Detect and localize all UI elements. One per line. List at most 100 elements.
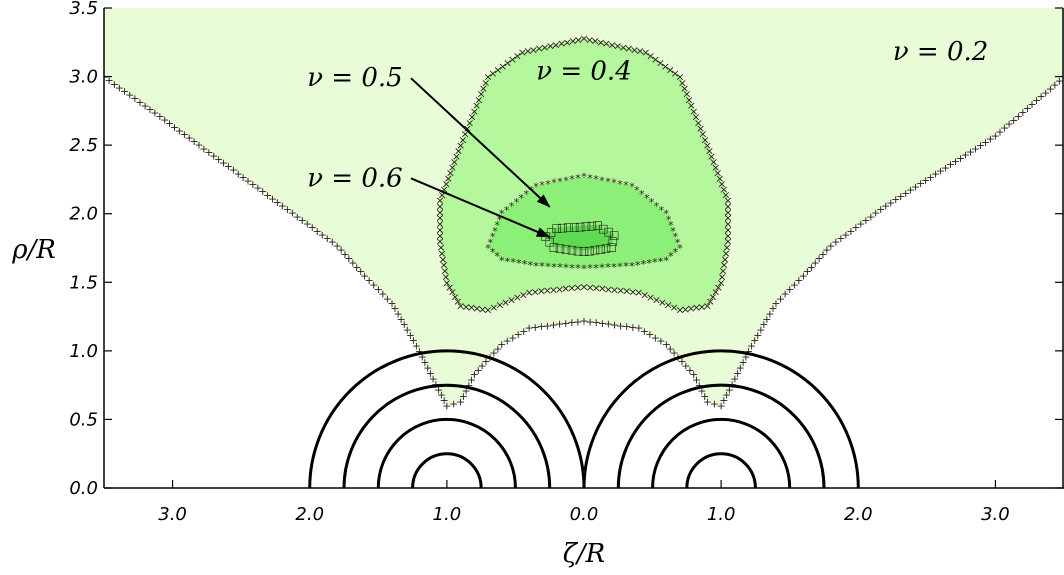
- boundary-marker: +: [115, 81, 124, 94]
- boundary-marker: +: [340, 248, 349, 261]
- boundary-marker: +: [730, 372, 739, 385]
- boundary-marker: ×: [619, 41, 628, 54]
- boundary-marker: +: [140, 99, 149, 112]
- boundary-marker: *: [569, 262, 575, 275]
- boundary-marker: +: [374, 283, 383, 296]
- boundary-marker: +: [219, 157, 228, 170]
- boundary-marker: +: [1046, 82, 1055, 95]
- boundary-marker: *: [539, 179, 545, 192]
- boundary-marker: +: [1032, 94, 1041, 107]
- boundary-marker: ×: [524, 286, 533, 299]
- boundary-marker: ×: [694, 116, 703, 129]
- boundary-marker: ×: [537, 285, 546, 298]
- x-tick-label: 1.0: [433, 504, 462, 525]
- boundary-marker: ×: [573, 281, 582, 294]
- boundary-marker: *: [623, 260, 629, 273]
- boundary-marker: +: [610, 319, 619, 332]
- boundary-marker: +: [459, 390, 468, 403]
- boundary-marker: ×: [675, 71, 684, 84]
- boundary-marker: +: [514, 328, 523, 341]
- boundary-marker: ×: [613, 40, 622, 53]
- boundary-marker: ×: [723, 206, 732, 219]
- boundary-marker: +: [170, 121, 179, 134]
- region-0-5: [488, 176, 680, 269]
- boundary-marker: +: [780, 288, 789, 301]
- boundary-marker: +: [313, 225, 322, 238]
- boundary-marker: +: [434, 383, 443, 396]
- annotation-0-4: ν = 0.4: [536, 56, 631, 86]
- boundary-marker: ×: [616, 284, 625, 297]
- boundary-marker: +: [926, 171, 935, 184]
- boundary-marker: +: [369, 279, 378, 292]
- boundary-marker: *: [659, 204, 665, 217]
- boundary-marker: *: [563, 262, 569, 275]
- boundary-marker: ×: [435, 235, 444, 248]
- axes: 0.0 0.5 1.0 1.5 2.0 2.5 3.0 3.5 3.0 2.0 1.0 0.0 1.0 2…: [69, 0, 1064, 525]
- boundary-marker: +: [831, 236, 840, 249]
- boundary-marker: *: [658, 255, 664, 268]
- boundary-marker: ×: [436, 241, 445, 254]
- boundary-marker: +: [738, 356, 747, 369]
- boundary-marker: +: [449, 398, 458, 411]
- boundary-marker: □: [557, 221, 567, 234]
- boundary-marker: +: [818, 248, 827, 261]
- boundary-marker: *: [499, 254, 505, 267]
- boundary-marker: +: [598, 317, 607, 330]
- boundary-marker: +: [323, 232, 332, 245]
- boundary-marker: ×: [567, 282, 576, 295]
- boundary-marker: *: [617, 178, 623, 191]
- boundary-marker: ×: [437, 247, 446, 260]
- boundary-marker: +: [298, 214, 307, 227]
- boundary-marker: +: [318, 228, 327, 241]
- boundary-marker: ×: [664, 299, 673, 312]
- boundary-marker: +: [493, 342, 502, 355]
- boundary-marker: +: [846, 225, 855, 238]
- boundary-marker: +: [481, 355, 490, 368]
- boundary-marker: +: [288, 207, 297, 220]
- boundary-marker: +: [567, 316, 576, 329]
- boundary-marker: ×: [523, 45, 532, 58]
- boundary-marker: ×: [435, 200, 444, 213]
- boundary-marker: ×: [656, 57, 665, 70]
- boundary-marker: □: [579, 245, 589, 258]
- boundary-marker: ×: [467, 301, 476, 314]
- boundary-marker: +: [406, 329, 415, 342]
- boundary-marker: ×: [435, 194, 444, 207]
- boundary-marker: ×: [456, 300, 465, 313]
- boundary-marker: ×: [568, 35, 577, 48]
- boundary-marker: ×: [472, 99, 481, 112]
- boundary-marker: *: [557, 176, 563, 189]
- x-tick-label: 1.0: [707, 504, 736, 525]
- boundary-marker: ×: [628, 285, 637, 298]
- boundary-marker: *: [641, 258, 647, 271]
- boundary-marker: +: [503, 335, 512, 348]
- boundary-marker: *: [677, 242, 683, 255]
- boundary-marker: +: [634, 322, 643, 335]
- boundary-marker: *: [646, 257, 652, 270]
- boundary-marker: ×: [624, 42, 633, 55]
- boundary-marker: ×: [692, 301, 701, 314]
- boundary-marker: +: [716, 400, 725, 413]
- annotation-0-2: ν = 0.2: [893, 37, 988, 67]
- boundary-marker: +: [199, 142, 208, 155]
- boundary-marker: ×: [596, 36, 605, 49]
- boundary-marker: *: [664, 254, 670, 267]
- boundary-marker: ×: [474, 93, 483, 106]
- boundary-marker: +: [524, 322, 533, 335]
- boundary-marker: ×: [446, 167, 455, 180]
- boundary-marker: ×: [456, 139, 465, 152]
- boundary-marker: ×: [696, 122, 705, 135]
- boundary-marker: +: [543, 319, 552, 332]
- boundary-marker: +: [1004, 118, 1013, 131]
- boundary-marker: +: [412, 340, 421, 353]
- boundary-marker: +: [765, 308, 774, 321]
- boundary-marker: ×: [579, 32, 588, 45]
- boundary-marker: ×: [658, 296, 667, 309]
- boundary-marker: *: [668, 250, 674, 263]
- boundary-marker: *: [654, 200, 660, 213]
- boundary-marker: +: [951, 155, 960, 168]
- boundary-marker: +: [911, 180, 920, 193]
- boundary-marker: ×: [476, 88, 485, 101]
- boundary-marker: ×: [640, 288, 649, 301]
- boundary-marker: *: [611, 177, 617, 190]
